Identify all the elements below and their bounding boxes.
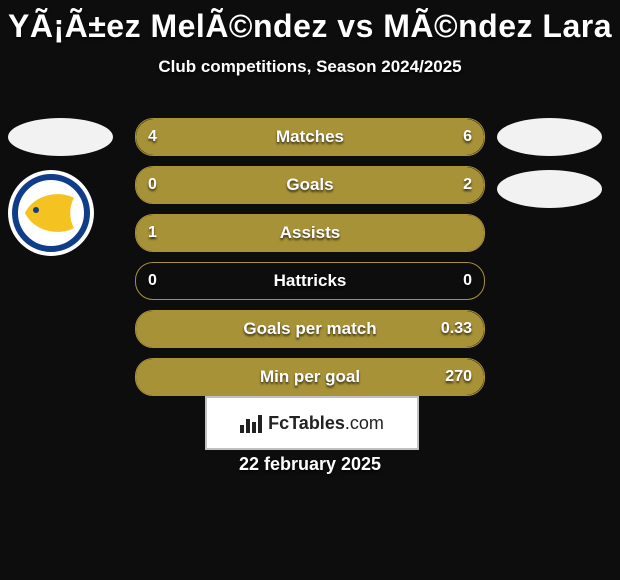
stat-row: 00Hattricks [135,262,485,300]
stat-label: Goals [136,167,484,203]
comparison-card: YÃ¡Ã±ez MelÃ©ndez vs MÃ©ndez Lara Club c… [0,0,620,580]
stat-label: Assists [136,215,484,251]
stat-label: Hattricks [136,263,484,299]
brand-domain: .com [345,413,384,434]
left-player-col [8,118,118,256]
page-title: YÃ¡Ã±ez MelÃ©ndez vs MÃ©ndez Lara [0,0,620,45]
brand-name: FcTables [268,413,345,434]
stat-row: 46Matches [135,118,485,156]
club-badge-placeholder-right [497,170,602,208]
brand-watermark[interactable]: FcTables.com [205,396,419,450]
stat-bars: 46Matches 02Goals 1Assists 00Hattricks 0.33G… [135,118,485,406]
club-badge-left [8,170,94,256]
stat-label: Matches [136,119,484,155]
stat-row: 0.33Goals per match [135,310,485,348]
stat-row: 1Assists [135,214,485,252]
player-photo-placeholder-left [8,118,113,156]
bars-icon [240,413,262,433]
dorados-fish-icon [22,188,80,238]
footer-date: 22 february 2025 [0,454,620,475]
stat-row: 270Min per goal [135,358,485,396]
stat-label: Min per goal [136,359,484,395]
right-player-col [492,118,602,208]
stat-label: Goals per match [136,311,484,347]
page-subtitle: Club competitions, Season 2024/2025 [0,57,620,77]
player-photo-placeholder-right [497,118,602,156]
stat-row: 02Goals [135,166,485,204]
